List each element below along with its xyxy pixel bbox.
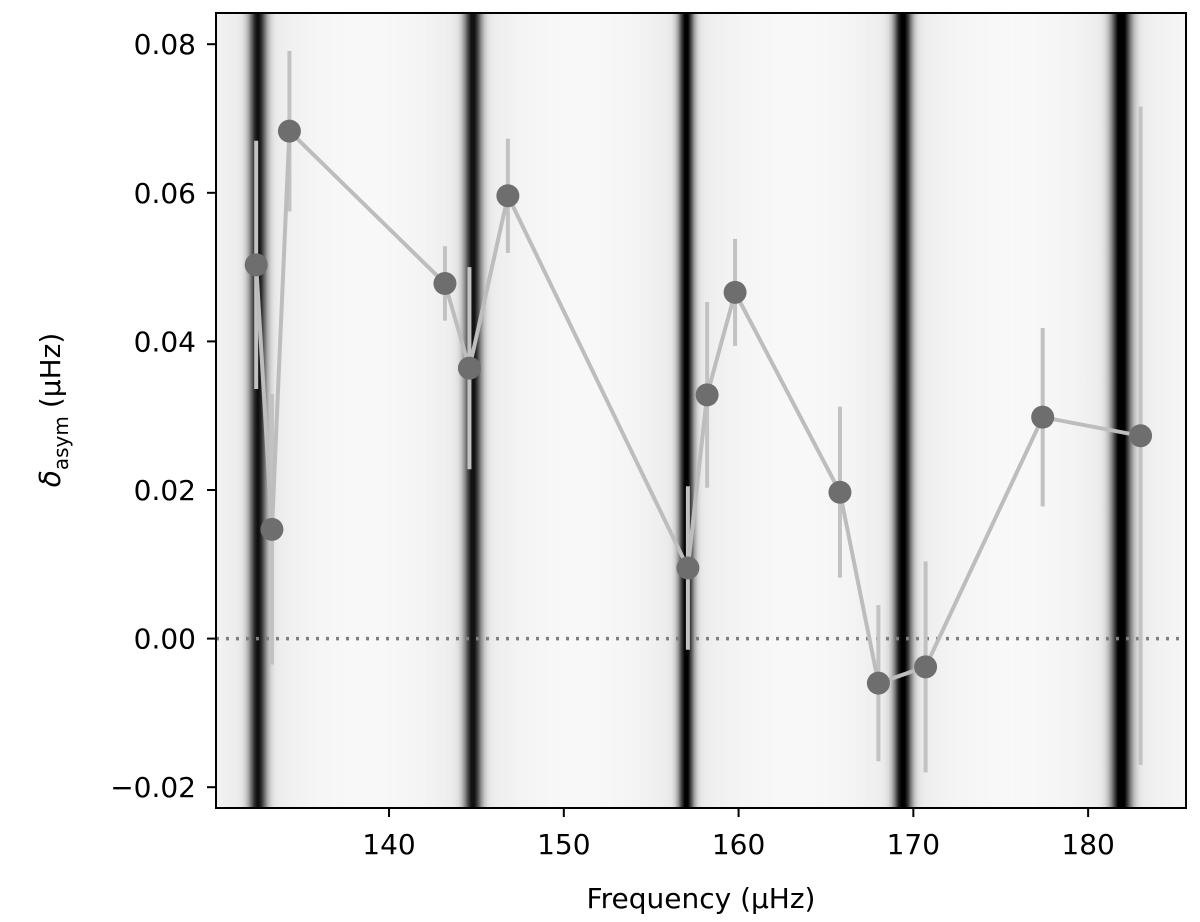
x-tick-label: 150 <box>537 828 590 861</box>
data-point <box>260 517 284 541</box>
x-tick-label: 180 <box>1061 828 1114 861</box>
data-point <box>914 655 938 679</box>
data-series <box>244 50 1153 773</box>
y-tick-label: −0.02 <box>110 771 196 804</box>
y-axis-label-subscript: asym <box>49 416 73 470</box>
data-point <box>1031 405 1055 429</box>
y-axis-label: δasym (μHz) <box>34 333 73 488</box>
y-axis: −0.02 0.00 0.02 0.04 0.06 0.08 <box>110 28 216 804</box>
data-point <box>828 480 852 504</box>
data-point <box>496 184 520 208</box>
x-axis-label: Frequency (μHz) <box>587 882 816 915</box>
x-tick-label: 140 <box>362 828 415 861</box>
y-tick-label: 0.08 <box>134 28 196 61</box>
data-point <box>866 671 890 695</box>
plot-frame <box>215 12 1187 809</box>
data-point <box>277 119 301 143</box>
y-axis-label-units: (μHz) <box>34 333 67 408</box>
background-bands <box>216 13 1186 808</box>
plot-area <box>215 12 1187 809</box>
y-axis-label-symbol: δ <box>34 470 67 487</box>
data-point <box>433 271 457 295</box>
data-point <box>457 356 481 380</box>
data-point <box>695 383 719 407</box>
x-axis: 140 150 160 170 180 <box>362 808 1115 861</box>
y-tick-label: 0.02 <box>134 474 196 507</box>
x-tick-label: 160 <box>712 828 765 861</box>
y-tick-label: 0.04 <box>134 325 196 358</box>
data-point <box>1129 424 1153 448</box>
data-point <box>723 280 747 304</box>
x-tick-label: 170 <box>887 828 940 861</box>
y-tick-label: 0.00 <box>134 623 196 656</box>
data-point <box>676 556 700 580</box>
y-tick-label: 0.06 <box>134 177 196 210</box>
data-point <box>244 253 268 277</box>
